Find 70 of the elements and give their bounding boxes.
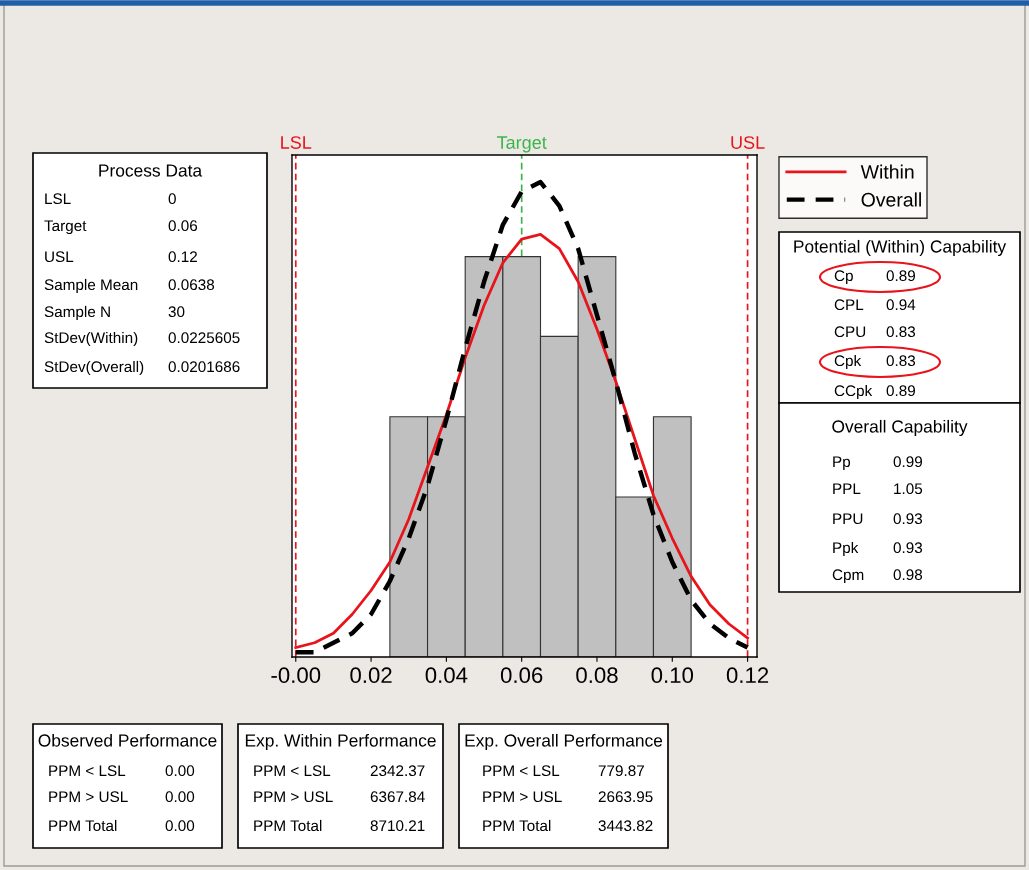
text: 0.89 bbox=[886, 385, 916, 397]
text: StDev(Within) bbox=[44, 331, 138, 347]
text: 2342.37 bbox=[370, 765, 425, 777]
legend-label: Overall bbox=[861, 192, 921, 207]
text: 0.93 bbox=[893, 542, 923, 554]
text: 779.87 bbox=[598, 765, 644, 777]
ref-line-label: USL bbox=[731, 136, 765, 149]
text: 0.06 bbox=[168, 220, 198, 232]
text: 8710.21 bbox=[370, 820, 425, 832]
text: Sample Mean bbox=[44, 278, 138, 294]
ref-line-label: Target bbox=[497, 136, 547, 153]
text: 2663.95 bbox=[598, 791, 653, 803]
x-tick-label: 0.02 bbox=[350, 667, 392, 684]
x-tick-label: 0.08 bbox=[576, 667, 618, 684]
text: CPL bbox=[834, 299, 864, 311]
text: 0.99 bbox=[893, 456, 923, 468]
text: StDev(Overall) bbox=[44, 360, 144, 376]
text: 0.89 bbox=[886, 270, 916, 282]
text: 0.00 bbox=[165, 765, 195, 777]
text: PPM Total bbox=[49, 819, 117, 832]
x-tick-label: 0.06 bbox=[500, 667, 543, 684]
text: PPM < LSL bbox=[254, 765, 331, 777]
text: PPM Total bbox=[483, 819, 551, 832]
text: 0.93 bbox=[893, 513, 923, 525]
text: 0.0225605 bbox=[168, 332, 240, 344]
text: PPM > USL bbox=[483, 791, 562, 803]
text: 0.83 bbox=[886, 355, 916, 367]
text: LSL bbox=[45, 193, 71, 205]
text: Sample N bbox=[44, 305, 110, 321]
text: Potential (Within) Capability bbox=[794, 239, 1007, 257]
text: PPM Total bbox=[254, 819, 322, 832]
text: Cp bbox=[834, 270, 853, 285]
text: USL bbox=[45, 251, 74, 263]
text: 0.0638 bbox=[168, 279, 215, 291]
text: 0.0201686 bbox=[168, 361, 240, 373]
text: 1.05 bbox=[894, 483, 923, 495]
text: 0.00 bbox=[165, 820, 195, 832]
text: Cpk bbox=[834, 354, 862, 370]
text: 6367.84 bbox=[370, 791, 425, 803]
text: 0.83 bbox=[886, 326, 916, 338]
x-tick-label: 0.10 bbox=[651, 667, 694, 684]
text: 30 bbox=[168, 306, 185, 318]
text: PPM < LSL bbox=[483, 765, 560, 777]
text: Target bbox=[44, 220, 87, 235]
text: CCpk bbox=[834, 384, 873, 400]
text: 3443.82 bbox=[598, 820, 653, 832]
text: Exp. Within Performance bbox=[245, 733, 436, 751]
text: 0 bbox=[168, 193, 176, 205]
text: Observed Performance bbox=[38, 733, 217, 747]
text: Pp bbox=[833, 456, 851, 471]
text: Overall Capability bbox=[832, 419, 968, 437]
text: Exp. Overall Performance bbox=[465, 733, 663, 751]
x-tick-label: 0.04 bbox=[425, 667, 468, 684]
text: 0.94 bbox=[886, 299, 916, 311]
ref-line-label: LSL bbox=[281, 136, 312, 149]
text: 0.00 bbox=[165, 791, 195, 803]
text: PPU bbox=[833, 513, 863, 525]
text: Cpm bbox=[832, 569, 864, 584]
text: PPM < LSL bbox=[49, 765, 126, 777]
text: 0.12 bbox=[168, 251, 197, 263]
text: Process Data bbox=[99, 164, 203, 177]
text: PPL bbox=[833, 483, 861, 494]
legend-label: Within bbox=[860, 164, 914, 179]
x-tick-label: -0.00 bbox=[271, 667, 321, 684]
text: PPM > USL bbox=[49, 791, 128, 803]
text: PPM > USL bbox=[254, 791, 333, 803]
text: 0.98 bbox=[893, 569, 923, 581]
text: Ppk bbox=[833, 541, 859, 557]
x-tick-label: 0.12 bbox=[726, 667, 769, 684]
text: CPU bbox=[834, 326, 866, 338]
